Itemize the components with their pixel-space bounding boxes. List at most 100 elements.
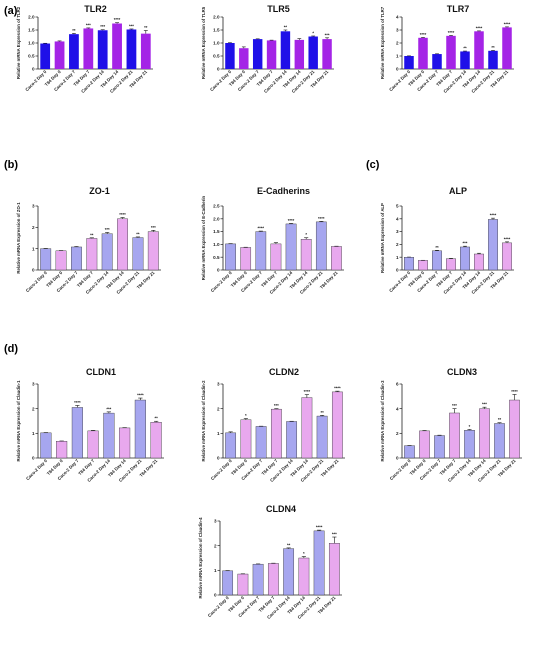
significance-label: **** (316, 525, 323, 530)
significance-label: ** (287, 542, 291, 547)
y-tick-label: 1.5 (213, 229, 220, 234)
y-tick-label: 3 (396, 229, 399, 234)
significance-label: * (305, 232, 307, 237)
y-tick-label: 2.5 (213, 204, 220, 209)
bar (460, 51, 470, 69)
y-tick-label: 2 (32, 225, 35, 230)
bar (103, 412, 115, 459)
bar (502, 27, 512, 69)
bar (418, 37, 428, 69)
y-axis-label: Relative mRNA Expression of Claudin-2 (201, 380, 206, 462)
significance-label: ** (435, 245, 439, 250)
bar (418, 260, 428, 271)
bar (300, 239, 312, 271)
chart-title: TLR5 (267, 4, 290, 14)
bar (488, 50, 498, 69)
y-tick-label: 4 (396, 406, 399, 411)
bar (71, 407, 83, 459)
bar (147, 231, 159, 271)
bar (285, 223, 297, 271)
bar (479, 408, 490, 459)
bar (286, 421, 298, 459)
significance-label: * (312, 30, 314, 35)
bar (255, 426, 267, 459)
bar (446, 258, 456, 271)
y-tick-label: 0.5 (28, 54, 35, 59)
y-tick-label: 0 (32, 456, 35, 461)
significance-label: **** (114, 17, 121, 22)
chart-title: ALP (449, 186, 467, 196)
bar (69, 34, 79, 69)
bar (509, 399, 520, 459)
significance-label: *** (100, 24, 105, 29)
bar (54, 41, 65, 69)
significance-label: **** (137, 393, 144, 398)
bar (255, 231, 267, 271)
bar (56, 441, 68, 459)
y-tick-label: 2 (396, 242, 399, 247)
bar (266, 40, 277, 69)
bar (308, 36, 318, 69)
bar (225, 432, 237, 459)
charts-layer: TLR2 0 0.5 1.0 1.5 2.0 Relative mRNA Expressio… (16, 4, 522, 620)
chart-cldn3: CLDN3 0 2 4 6 Relative mRNA Expression of Cla… (380, 367, 522, 483)
x-tick-label: Caco-2 Day 0 (207, 595, 230, 618)
bar (280, 31, 291, 69)
panel-label-a: (a) (4, 5, 18, 17)
significance-label: **** (476, 25, 483, 30)
chart-title: CLDN1 (86, 367, 116, 377)
bar (240, 419, 252, 459)
bar (222, 570, 234, 596)
bar (446, 35, 456, 69)
bar (294, 39, 305, 69)
chart-title: TLR7 (447, 4, 470, 14)
significance-label: ** (90, 232, 94, 237)
chart-cldn4: CLDN4 0 1 2 3 Relative mRNA Expression of Cla… (198, 504, 342, 620)
bar (225, 43, 235, 69)
x-tick-label: Caco-2 Day 0 (388, 69, 411, 92)
bar (449, 412, 460, 459)
y-axis-label: Relative mRNA Expression of Claudin-4 (198, 517, 203, 599)
bar (316, 415, 328, 459)
chart-tlr7: TLR7 0 1 2 3 4 Relative mRNA Expression of TLR… (380, 4, 514, 94)
significance-label: *** (452, 403, 457, 408)
significance-label: *** (151, 225, 156, 230)
chart-tlr2: TLR2 0 0.5 1.0 1.5 2.0 Relative mRNA Expressio… (16, 4, 153, 94)
significance-label: ** (154, 416, 158, 421)
significance-label: *** (482, 402, 487, 407)
chart-title: ZO-1 (89, 186, 110, 196)
significance-label: * (303, 551, 305, 556)
y-tick-label: 2.0 (213, 216, 220, 221)
y-tick-label: 4 (396, 216, 399, 221)
y-axis-label: Relative mRNA Expression of TLR7 (380, 6, 385, 79)
bar (494, 423, 505, 459)
y-tick-label: 2 (396, 431, 399, 436)
bar (97, 30, 108, 69)
y-tick-label: 2 (214, 543, 217, 548)
significance-label: ** (463, 46, 467, 51)
x-tick-label: Caco-2 Day 0 (24, 69, 47, 92)
y-tick-label: 1 (396, 54, 399, 59)
chart-title: TLR2 (84, 4, 107, 14)
y-axis-label: Relative mRNA Expression of Claudin-3 (380, 380, 385, 462)
x-tick-label: Caco-2 Day 0 (388, 270, 411, 293)
bar (126, 29, 137, 69)
y-axis-label: Relative mRNA Expression of ALP (380, 203, 385, 273)
bar (267, 563, 279, 596)
y-axis-label: Relative mRNA Expression of TLR5 (201, 6, 206, 79)
significance-label: **** (318, 216, 325, 221)
y-tick-label: 3 (217, 382, 220, 387)
bar (225, 243, 236, 271)
bar (404, 56, 414, 69)
significance-label: ** (136, 231, 140, 236)
y-tick-label: 0 (396, 456, 399, 461)
bar (252, 563, 264, 596)
bar (86, 238, 98, 271)
y-tick-label: 3 (32, 204, 35, 209)
y-tick-label: 0 (217, 268, 220, 273)
significance-label: *** (106, 406, 111, 411)
y-tick-label: 1 (32, 431, 35, 436)
significance-label: ** (498, 417, 502, 422)
chart-alp: ALP 0 1 2 3 4 5 Relative mRNA Expression of ALP… (380, 186, 514, 295)
